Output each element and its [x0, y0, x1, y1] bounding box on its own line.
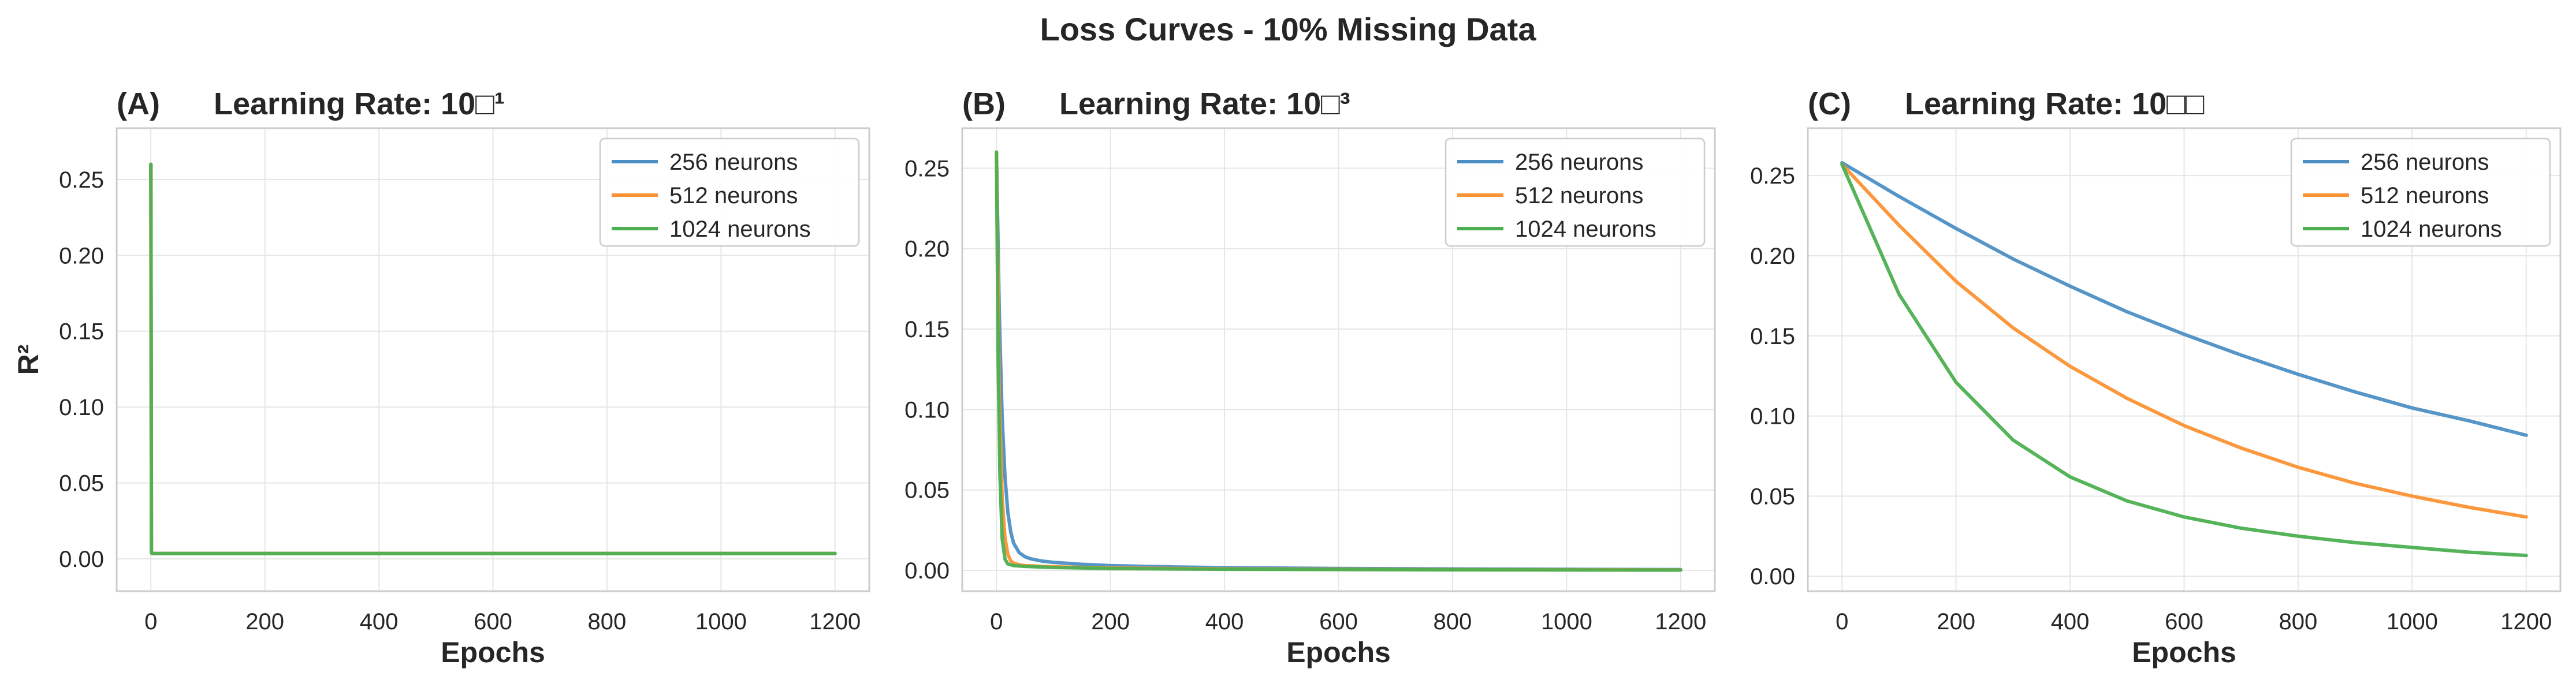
- x-tick-label: 1000: [2387, 609, 2438, 634]
- legend-label: 256 neurons: [669, 150, 798, 175]
- y-tick-label: 0.10: [59, 395, 104, 420]
- series-line-3: [995, 150, 1682, 572]
- legend-label: 1024 neurons: [2361, 216, 2502, 242]
- x-tick-label: 200: [1937, 609, 1975, 634]
- figure-title: Loss Curves - 10% Missing Data: [1040, 11, 1536, 47]
- y-tick-label: 0.25: [1750, 163, 1795, 189]
- legend-label: 512 neurons: [1515, 183, 1643, 208]
- y-tick-label: 0.10: [904, 397, 950, 423]
- x-tick-label: 600: [2165, 609, 2203, 634]
- axes-frame: [961, 127, 1716, 592]
- x-tick-label: 1000: [695, 609, 747, 634]
- y-tick-label: 0.00: [904, 558, 950, 584]
- y-tick-label: 0.05: [59, 471, 104, 496]
- x-tick-label: 600: [1319, 609, 1358, 634]
- legend-label: 512 neurons: [2361, 183, 2489, 208]
- legend: 256 neurons 512 neurons 1024 neurons: [1445, 137, 1706, 247]
- legend: 256 neurons 512 neurons 1024 neurons: [2290, 137, 2551, 247]
- x-tick-label: 0: [990, 609, 1003, 634]
- panel-title: Learning Rate: 10□□: [1905, 87, 2205, 121]
- x-axis-label: Epochs: [1286, 636, 1391, 669]
- legend-label: 256 neurons: [1515, 150, 1643, 175]
- panel-label: (A): [117, 87, 160, 121]
- y-tick-label: 0.00: [59, 547, 104, 572]
- legend-label: 1024 neurons: [669, 216, 811, 242]
- x-tick-label: 0: [144, 609, 157, 634]
- x-tick-label: 400: [360, 609, 399, 634]
- x-tick-label: 1200: [809, 609, 861, 634]
- legend-label: 256 neurons: [2361, 150, 2489, 175]
- series-line-2: [1840, 162, 2528, 519]
- x-tick-label: 1000: [1541, 609, 1592, 634]
- y-tick-label: 0.15: [904, 317, 950, 342]
- y-tick-label: 0.25: [59, 167, 104, 193]
- x-tick-label: 800: [2279, 609, 2318, 634]
- panel-a: 0 200 400 600 800 1000 1200 0.00 0.05 0.10 0.15 0.2…: [12, 87, 870, 669]
- x-tick-label: 200: [1091, 609, 1130, 634]
- panel-c: 0 200 400 600 800 1000 1200 0.00 0.05 0.10 0.15 0.2…: [1750, 87, 2562, 669]
- x-tick-label: 800: [1434, 609, 1472, 634]
- panel-title: Learning Rate: 10□¹: [214, 87, 505, 121]
- x-tick-label: 200: [245, 609, 284, 634]
- y-tick-label: 0.05: [904, 478, 950, 503]
- y-tick-label: 0.20: [1750, 244, 1795, 269]
- panel-title: Learning Rate: 10□³: [1059, 87, 1350, 121]
- legend-label: 512 neurons: [669, 183, 798, 208]
- y-tick-label: 0.05: [1750, 484, 1795, 509]
- x-axis-label: Epochs: [441, 636, 545, 669]
- legend: 256 neurons 512 neurons 1024 neurons: [599, 137, 860, 247]
- y-tick-label: 0.00: [1750, 564, 1795, 589]
- panel-b: 0 200 400 600 800 1000 1200 0.00 0.05 0.10 0.15 0.2…: [904, 87, 1716, 669]
- x-tick-label: 0: [1836, 609, 1848, 634]
- y-axis-label: R²: [12, 345, 44, 375]
- series-line-1: [1840, 160, 2528, 437]
- axes-frame: [1807, 127, 2562, 592]
- x-tick-label: 1200: [2500, 609, 2552, 634]
- x-tick-label: 400: [1205, 609, 1244, 634]
- legend-frame: [599, 137, 860, 247]
- series-line-3: [1840, 162, 2528, 558]
- y-tick-label: 0.20: [904, 237, 950, 262]
- y-tick-label: 0.20: [59, 243, 104, 268]
- x-tick-label: 400: [2051, 609, 2090, 634]
- y-tick-label: 0.15: [1750, 324, 1795, 349]
- panel-label: (C): [1808, 87, 1851, 121]
- legend-frame: [2290, 137, 2551, 247]
- x-tick-label: 600: [474, 609, 512, 634]
- y-tick-label: 0.10: [1750, 404, 1795, 430]
- legend-frame: [1445, 137, 1706, 247]
- y-tick-label: 0.25: [904, 156, 950, 181]
- series-line-3: [149, 162, 837, 555]
- y-tick-label: 0.15: [59, 319, 104, 345]
- panel-label: (B): [962, 87, 1006, 121]
- legend-label: 1024 neurons: [1515, 216, 1656, 242]
- axes-frame: [116, 127, 870, 592]
- x-axis-label: Epochs: [2132, 636, 2236, 669]
- x-tick-label: 1200: [1655, 609, 1706, 634]
- x-tick-label: 800: [588, 609, 627, 634]
